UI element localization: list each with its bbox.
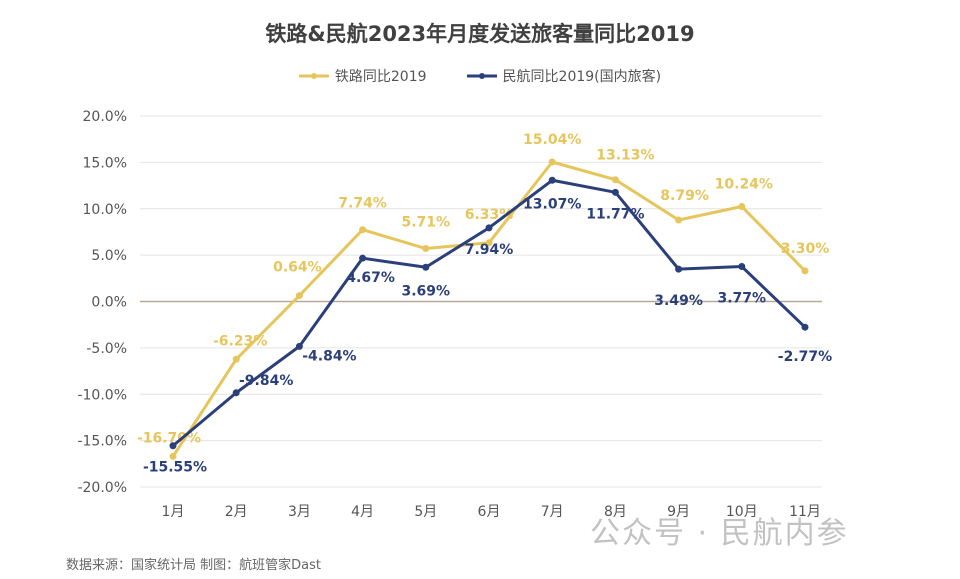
y-tick-label: -15.0% [77,434,127,450]
data-point [611,176,619,184]
x-tick-label: 7月 [541,504,564,520]
data-point [675,265,683,273]
legend-item-rail: 铁路同比2019 [298,66,427,86]
data-label: 8.79% [660,188,709,204]
data-point [801,323,809,331]
legend-marker-air [466,73,497,79]
legend-label-air: 民航同比2019(国内旅客) [502,69,662,85]
x-tick-label: 3月 [288,504,311,520]
data-label: 13.13% [596,148,654,164]
x-tick-label: 6月 [478,504,501,520]
data-label: 3.77% [718,291,767,307]
y-tick-label: 15.0% [83,155,127,171]
data-point [801,267,809,275]
data-point [169,442,177,450]
data-label: 7.94% [465,242,514,258]
data-label: 3.49% [654,293,703,309]
data-label: 3.69% [402,283,451,299]
data-label: -2.77% [778,349,832,365]
y-tick-label: 5.0% [91,248,127,264]
data-label: -4.84% [302,348,356,364]
x-tick-label: 9月 [667,504,690,520]
watermark: 公众号 · 民航内参 [590,516,849,551]
data-point [359,226,367,234]
data-label: 10.24% [715,177,773,193]
data-label: 11.77% [586,206,644,222]
legend-label-rail: 铁路同比2019 [334,69,427,85]
x-tick-label: 4月 [351,504,374,520]
x-tick-label: 2月 [225,504,248,520]
data-point [422,263,430,271]
data-label: 0.64% [273,260,322,276]
data-label: -16.70% [137,430,201,446]
data-point [548,176,556,184]
chart-title: 铁路&民航2023年月度发送旅客量同比2019 [265,22,695,46]
data-point [485,224,493,232]
y-tick-label: -5.0% [86,341,127,357]
data-label: -9.84% [239,373,293,389]
data-label: 4.67% [346,270,395,286]
data-label: 5.71% [402,215,451,231]
y-tick-label: 0.0% [91,295,127,311]
data-label: 3.30% [781,241,830,257]
data-point [738,203,746,211]
data-point [675,216,683,224]
data-label: -6.23% [213,333,267,349]
x-tick-label: 1月 [162,504,185,520]
data-point [295,342,303,350]
y-tick-label: -10.0% [77,387,127,403]
legend-item-air: 民航同比2019(国内旅客) [466,66,662,86]
y-tick-label: -20.0% [77,480,127,496]
data-point [738,263,746,271]
data-point [548,158,556,166]
data-point [232,355,240,363]
legend: 铁路同比2019 民航同比2019(国内旅客) [0,66,960,86]
x-tick-label: 8月 [604,504,627,520]
source-note: 数据来源：国家统计局 制图：航班管家Dast [66,558,321,573]
x-tick-label: 10月 [726,504,758,520]
data-label: 13.07% [523,196,581,212]
data-point [232,389,240,397]
data-point [359,254,367,262]
data-point [422,245,430,253]
y-tick-label: 20.0% [83,109,127,125]
legend-marker-rail [298,73,329,79]
data-point [611,188,619,196]
data-point [485,239,493,247]
data-point [169,452,177,460]
data-label: 7.74% [338,196,387,212]
x-tick-label: 11月 [789,504,821,520]
data-label: 15.04% [523,132,581,148]
x-tick-label: 5月 [414,504,437,520]
data-label: -15.55% [143,460,207,476]
data-point [295,292,303,300]
y-tick-label: 10.0% [83,202,127,218]
